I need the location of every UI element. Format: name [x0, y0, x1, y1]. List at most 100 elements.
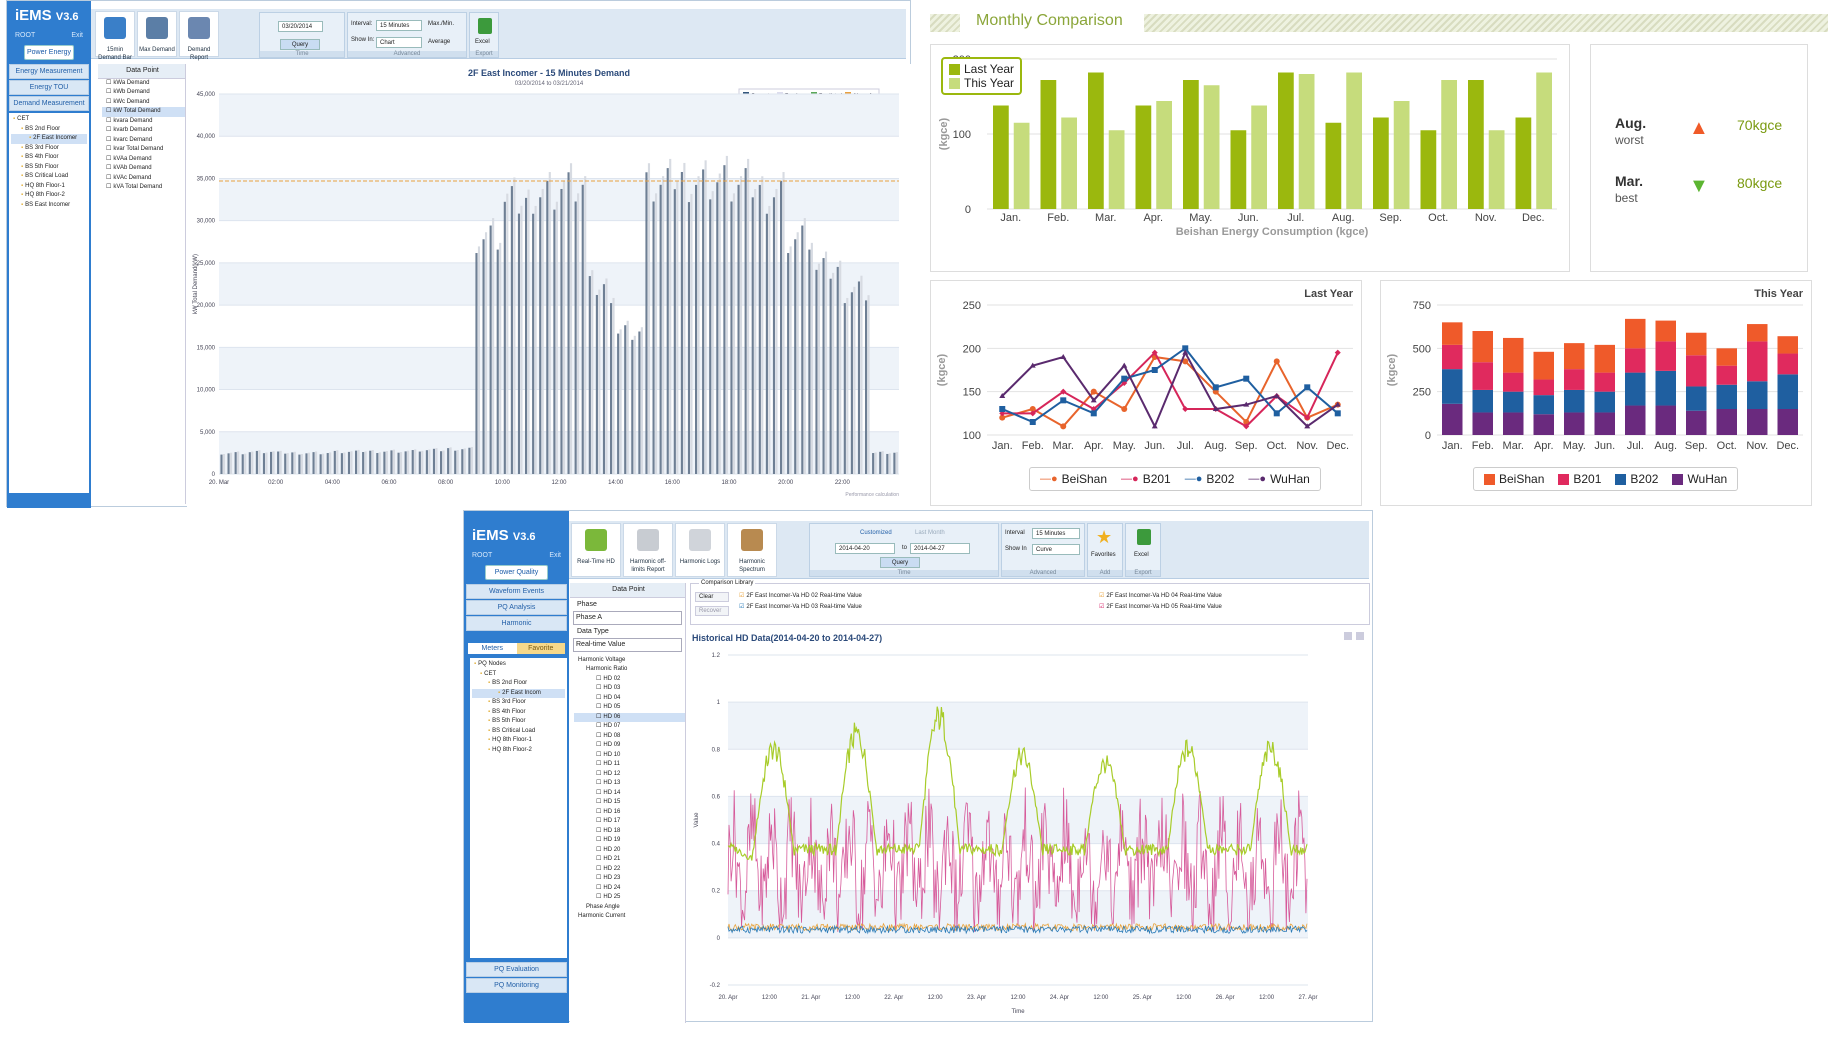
tree-item[interactable]: ▪ 2F East Incom — [472, 688, 565, 698]
tree-item[interactable]: ▪ BS 3rd Floor — [11, 144, 87, 154]
datapoint-item[interactable]: ☐ HD 21 — [574, 855, 685, 865]
datapoint-item[interactable]: ☐ HD 11 — [574, 760, 685, 770]
query-button[interactable]: Query — [280, 39, 320, 50]
sidebar-menu-item[interactable]: PQ Evaluation — [466, 962, 567, 977]
datapoint-item[interactable]: ☐ HD 06 — [574, 712, 685, 722]
star-icon[interactable]: ★ — [1096, 527, 1113, 547]
tree-phase-angle[interactable]: Phase Angle — [586, 903, 620, 910]
tree-item[interactable]: ▪ HQ 8th Floor-1 — [472, 736, 565, 746]
datapoint-item[interactable]: ☐ kvara Demand — [102, 117, 185, 127]
interval-select[interactable]: 15 Minutes — [1032, 528, 1080, 539]
datapoint-item[interactable]: ☐ HD 04 — [574, 694, 685, 704]
tree-item[interactable]: ▪ PQ Nodes — [472, 660, 565, 670]
tree-item[interactable]: ▪ BS Critical Load — [472, 727, 565, 737]
to-date-input[interactable]: 2014-04-27 — [910, 543, 970, 554]
sidebar-menu-item[interactable]: Energy Measurement — [9, 64, 89, 79]
sidebar-menu-item[interactable]: Harmonic — [466, 616, 567, 631]
datapoint-item[interactable]: ☐ kW Total Demand — [102, 107, 185, 117]
datapoint-item[interactable]: ☐ kVAa Demand — [102, 155, 185, 165]
excel-button[interactable]: Excel — [475, 39, 490, 45]
exit-link[interactable]: Exit — [549, 552, 561, 559]
excel-icon[interactable] — [478, 18, 492, 34]
datapoint-item[interactable]: ☐ HD 10 — [574, 751, 685, 761]
toolbar-button[interactable]: Real-Time HD — [571, 523, 621, 577]
datapoint-item[interactable]: ☐ HD 08 — [574, 732, 685, 742]
datapoint-item[interactable]: ☐ kvar Total Demand — [102, 145, 185, 155]
last-month-select[interactable]: Last Month — [915, 530, 945, 536]
tree-item[interactable]: ▪ 2F East Incomer — [11, 134, 87, 144]
toolbar-button[interactable]: Harmonic Spectrum — [727, 523, 777, 577]
datapoint-item[interactable]: ☐ kvarb Demand — [102, 126, 185, 136]
average-checkbox[interactable]: Average — [428, 39, 451, 45]
datapoint-item[interactable]: ☐ kVAb Demand — [102, 164, 185, 174]
datapoint-item[interactable]: ☐ kVAc Demand — [102, 174, 185, 184]
datapoint-item[interactable]: ☐ HD 14 — [574, 789, 685, 799]
datapoint-item[interactable]: ☐ HD 22 — [574, 865, 685, 875]
datapoint-item[interactable]: ☐ HD 12 — [574, 770, 685, 780]
tree-item[interactable]: ▪ BS 4th Floor — [11, 153, 87, 163]
datapoint-item[interactable]: ☐ kvarc Demand — [102, 136, 185, 146]
exit-link[interactable]: Exit — [71, 32, 83, 39]
sidebar-menu-item[interactable]: PQ Monitoring — [466, 978, 567, 993]
tree-harmonic-ratio[interactable]: Harmonic Ratio — [586, 666, 628, 672]
interval-select[interactable]: 15 Minutes — [376, 20, 422, 31]
tree-harmonic-current[interactable]: Harmonic Current — [578, 913, 626, 919]
tree-item[interactable]: ▪ CET — [472, 670, 565, 680]
comparison-checkbox[interactable]: ☑ 2F East Incomer-Va HD 04 Real-time Valu… — [1099, 592, 1222, 599]
tree-harmonic-voltage[interactable]: Harmonic Voltage — [578, 656, 626, 663]
datapoint-item[interactable]: ☐ HD 13 — [574, 779, 685, 789]
from-date-input[interactable]: 2014-04-20 — [835, 543, 895, 554]
sidebar-menu-item[interactable]: PQ Analysis — [466, 600, 567, 615]
datapoint-item[interactable]: ☐ HD 02 — [574, 675, 685, 685]
datapoint-item[interactable]: ☐ HD 25 — [574, 893, 685, 903]
favorites-button[interactable]: Favorites — [1091, 552, 1116, 558]
tree-item[interactable]: ▪ CET — [11, 115, 87, 125]
maxmin-checkbox[interactable]: Max./Min. — [428, 21, 455, 27]
toolbar-button[interactable]: Max Demand — [137, 11, 177, 57]
showin-select[interactable]: Chart — [376, 37, 422, 48]
datapoint-item[interactable]: ☐ kWa Demand — [102, 79, 185, 89]
datapoint-item[interactable]: ☐ kWc Demand — [102, 98, 185, 108]
tab-favorite[interactable]: Favorite — [516, 643, 565, 654]
excel-button[interactable]: Excel — [1134, 552, 1149, 558]
tree-item[interactable]: ▪ HQ 8th Floor-1 — [11, 182, 87, 192]
sidebar-menu-item[interactable]: Energy TOU — [9, 80, 89, 95]
tree-item[interactable]: ▪ BS East Incomer — [11, 201, 87, 211]
datapoint-item[interactable]: ☐ HD 19 — [574, 836, 685, 846]
phase-select[interactable]: Phase A — [573, 611, 682, 625]
power-energy-button[interactable]: Power Energy — [23, 45, 75, 60]
datapoint-item[interactable]: ☐ HD 05 — [574, 703, 685, 713]
tree-item[interactable]: ▪ BS 2nd Floor — [11, 125, 87, 135]
toolbar-button[interactable]: Demand Report — [179, 11, 219, 61]
showin-select[interactable]: Curve — [1032, 544, 1080, 555]
clear-button[interactable]: Clear — [695, 592, 729, 602]
tree-item[interactable]: ▪ BS 5th Floor — [11, 163, 87, 173]
datapoint-item[interactable]: ☐ kWb Demand — [102, 88, 185, 98]
toolbar-button[interactable]: Harmonic Logs — [675, 523, 725, 577]
tree-item[interactable]: ▪ BS 2nd Floor — [472, 679, 565, 689]
datapoint-item[interactable]: ☐ HD 23 — [574, 874, 685, 884]
datapoint-item[interactable]: ☐ HD 15 — [574, 798, 685, 808]
datapoint-item[interactable]: ☐ HD 24 — [574, 884, 685, 894]
recover-button[interactable]: Recover — [695, 606, 729, 616]
datapoint-item[interactable]: ☐ HD 07 — [574, 722, 685, 732]
comparison-checkbox[interactable]: ☑ 2F East Incomer-Va HD 05 Real-time Valu… — [1099, 603, 1222, 610]
tree-item[interactable]: ▪ BS Critical Load — [11, 172, 87, 182]
toolbar-button[interactable]: Harmonic off-limits Report — [623, 523, 673, 577]
tab-meters[interactable]: Meters — [468, 643, 517, 654]
tree-item[interactable]: ▪ BS 4th Floor — [472, 708, 565, 718]
comparison-checkbox[interactable]: ☑ 2F East Incomer-Va HD 02 Real-time Valu… — [739, 592, 862, 599]
datapoint-item[interactable]: ☐ HD 16 — [574, 808, 685, 818]
toolbar-button[interactable]: 15min Demand Bar — [95, 11, 135, 61]
datapoint-item[interactable]: ☐ kVA Total Demand — [102, 183, 185, 193]
datatype-select[interactable]: Real-time Value — [573, 638, 682, 652]
datapoint-item[interactable]: ☐ HD 18 — [574, 827, 685, 837]
datapoint-item[interactable]: ☐ HD 09 — [574, 741, 685, 751]
datapoint-item[interactable]: ☐ HD 20 — [574, 846, 685, 856]
datapoint-item[interactable]: ☐ HD 03 — [574, 684, 685, 694]
comparison-checkbox[interactable]: ☑ 2F East Incomer-Va HD 03 Real-time Valu… — [739, 603, 862, 610]
date-input[interactable]: 03/20/2014 — [278, 21, 323, 32]
power-quality-button[interactable]: Power Quality — [485, 565, 548, 580]
tree-item[interactable]: ▪ HQ 8th Floor-2 — [472, 746, 565, 756]
sidebar-menu-item[interactable]: Waveform Events — [466, 584, 567, 599]
